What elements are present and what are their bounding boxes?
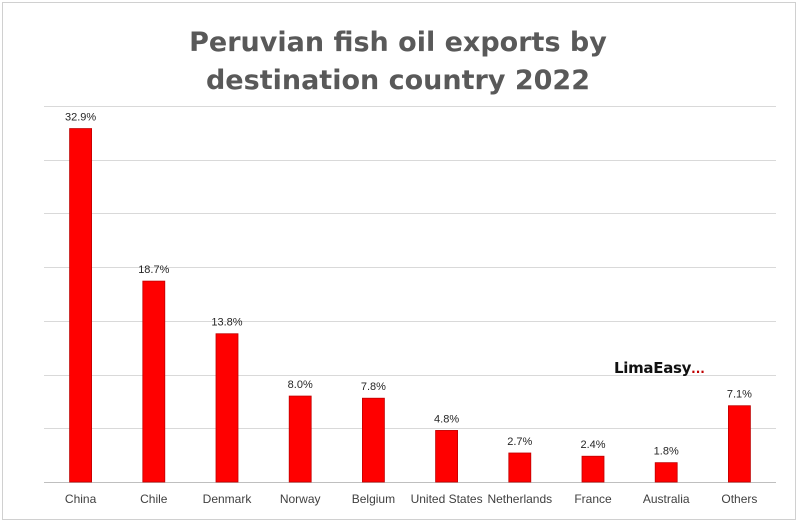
category-tick-labels: China Chile Denmark Norway Belgium United Sta… bbox=[65, 492, 757, 506]
tick-label-china: China bbox=[65, 492, 97, 506]
gridlines bbox=[44, 106, 776, 483]
logo-dots: ... bbox=[691, 362, 705, 376]
bar-chile bbox=[142, 280, 166, 483]
tick-label-united-states: United States bbox=[411, 492, 483, 506]
data-label-others: 7.1% bbox=[727, 389, 752, 401]
limaeasy-logo: LimaEasy... bbox=[614, 359, 705, 377]
tick-label-france: France bbox=[574, 492, 612, 506]
tick-label-others: Others bbox=[721, 492, 757, 506]
bar-china bbox=[69, 128, 92, 483]
tick-label-norway: Norway bbox=[280, 492, 321, 506]
data-label-belgium: 7.8% bbox=[361, 381, 386, 393]
tick-label-denmark: Denmark bbox=[203, 492, 253, 506]
chart-title-line-2: destination country 2022 bbox=[205, 65, 590, 96]
tick-label-australia: Australia bbox=[643, 492, 690, 506]
tick-label-chile: Chile bbox=[140, 492, 168, 506]
chart-title: Peruvian fish oil exports by destination… bbox=[0, 24, 796, 100]
data-label-norway: 8.0% bbox=[288, 379, 313, 391]
bar-australia bbox=[654, 462, 678, 483]
tick-label-belgium: Belgium bbox=[352, 492, 395, 506]
data-labels: 32.9% 18.7% 13.8% 8.0% 7.8% 4.8% 2.7% 2.4% 1.8% 7… bbox=[65, 112, 752, 458]
data-label-france: 2.4% bbox=[580, 439, 605, 451]
bar-denmark bbox=[215, 333, 239, 483]
data-label-denmark: 13.8% bbox=[211, 317, 242, 329]
bar-others bbox=[728, 405, 751, 483]
bar-norway bbox=[288, 395, 312, 483]
bar-france bbox=[581, 455, 605, 483]
data-label-netherlands: 2.7% bbox=[507, 436, 532, 448]
data-label-chile: 18.7% bbox=[138, 264, 169, 276]
data-label-australia: 1.8% bbox=[654, 446, 679, 458]
tick-label-netherlands: Netherlands bbox=[487, 492, 552, 506]
bar-belgium bbox=[361, 397, 385, 483]
logo-text: LimaEasy bbox=[614, 359, 692, 377]
chart-title-line-1: Peruvian fish oil exports by bbox=[189, 27, 607, 58]
bar-united-states bbox=[435, 430, 459, 483]
bars bbox=[69, 128, 751, 483]
bar-netherlands bbox=[508, 452, 532, 483]
data-label-china: 32.9% bbox=[65, 112, 96, 124]
data-label-united-states: 4.8% bbox=[434, 413, 459, 425]
